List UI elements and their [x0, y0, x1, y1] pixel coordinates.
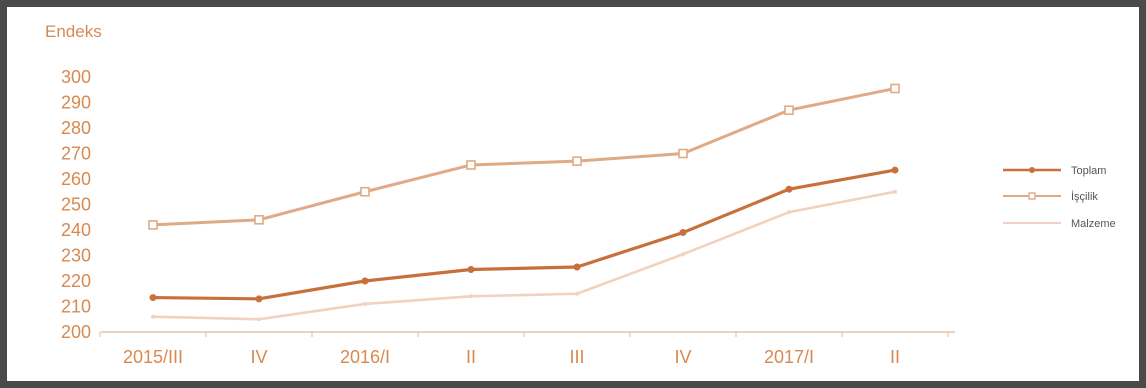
series-line-2	[151, 190, 897, 321]
y-tick-label: 220	[61, 271, 91, 291]
y-ticks: 200 210 220 230 240 250 260 270 280 290 300	[61, 67, 91, 342]
x-tick-label: II	[890, 347, 900, 367]
y-tick-label: 210	[61, 297, 91, 317]
data-point	[360, 186, 370, 197]
legend-label: Malzeme	[1071, 218, 1116, 230]
y-axis-label: Endeks	[45, 22, 102, 41]
data-point	[255, 295, 263, 303]
data-point	[361, 277, 369, 285]
x-tick-label: 2015/III	[123, 347, 183, 367]
data-point	[890, 83, 900, 94]
legend-marker	[1028, 192, 1036, 200]
data-point	[784, 105, 794, 115]
chart-area: Endeks 200 210 220 230 240 250 260 270 280 290 300…	[15, 15, 1131, 377]
y-tick-label: 240	[61, 220, 91, 240]
data-point	[151, 314, 155, 319]
x-axis: 2015/III IV 2016/I II III IV 2017/I II	[99, 331, 955, 367]
data-point	[681, 252, 685, 257]
y-tick-label: 200	[61, 322, 91, 342]
data-point	[785, 185, 793, 193]
series-line-0	[151, 168, 897, 301]
x-tick-label: II	[466, 347, 476, 367]
x-tick-label: IV	[674, 347, 691, 367]
data-point	[466, 160, 476, 170]
data-point	[787, 210, 791, 215]
data-point	[678, 148, 688, 159]
x-tick-label: IV	[250, 347, 267, 367]
y-tick-label: 280	[61, 118, 91, 138]
series-lines	[148, 83, 900, 322]
data-point	[149, 294, 157, 302]
y-tick-label: 250	[61, 195, 91, 215]
x-tick-label: 2017/I	[764, 347, 814, 367]
data-point	[363, 301, 367, 306]
y-tick-label: 260	[61, 169, 91, 189]
data-point	[575, 291, 579, 296]
data-point	[679, 229, 687, 237]
y-tick-label: 290	[61, 93, 91, 113]
data-point	[148, 220, 158, 230]
data-point	[572, 156, 582, 166]
data-point	[254, 215, 264, 225]
legend: Toplam İşçilik Malzeme	[1003, 165, 1116, 230]
data-point	[573, 263, 581, 271]
line-chart: Endeks 200 210 220 230 240 250 260 270 280 290 300…	[45, 22, 1116, 367]
data-point	[257, 317, 261, 322]
x-tick-label: 2016/I	[340, 347, 390, 367]
x-tick-label: III	[569, 347, 584, 367]
series-line-1	[151, 86, 897, 227]
data-point	[891, 166, 899, 174]
y-tick-label: 300	[61, 67, 91, 87]
y-tick-label: 270	[61, 144, 91, 164]
legend-label: İşçilik	[1071, 190, 1098, 203]
y-tick-label: 230	[61, 246, 91, 266]
legend-marker	[1029, 167, 1035, 173]
data-point	[467, 266, 475, 274]
data-point	[893, 189, 897, 194]
data-point	[469, 294, 473, 299]
legend-label: Toplam	[1071, 165, 1106, 177]
